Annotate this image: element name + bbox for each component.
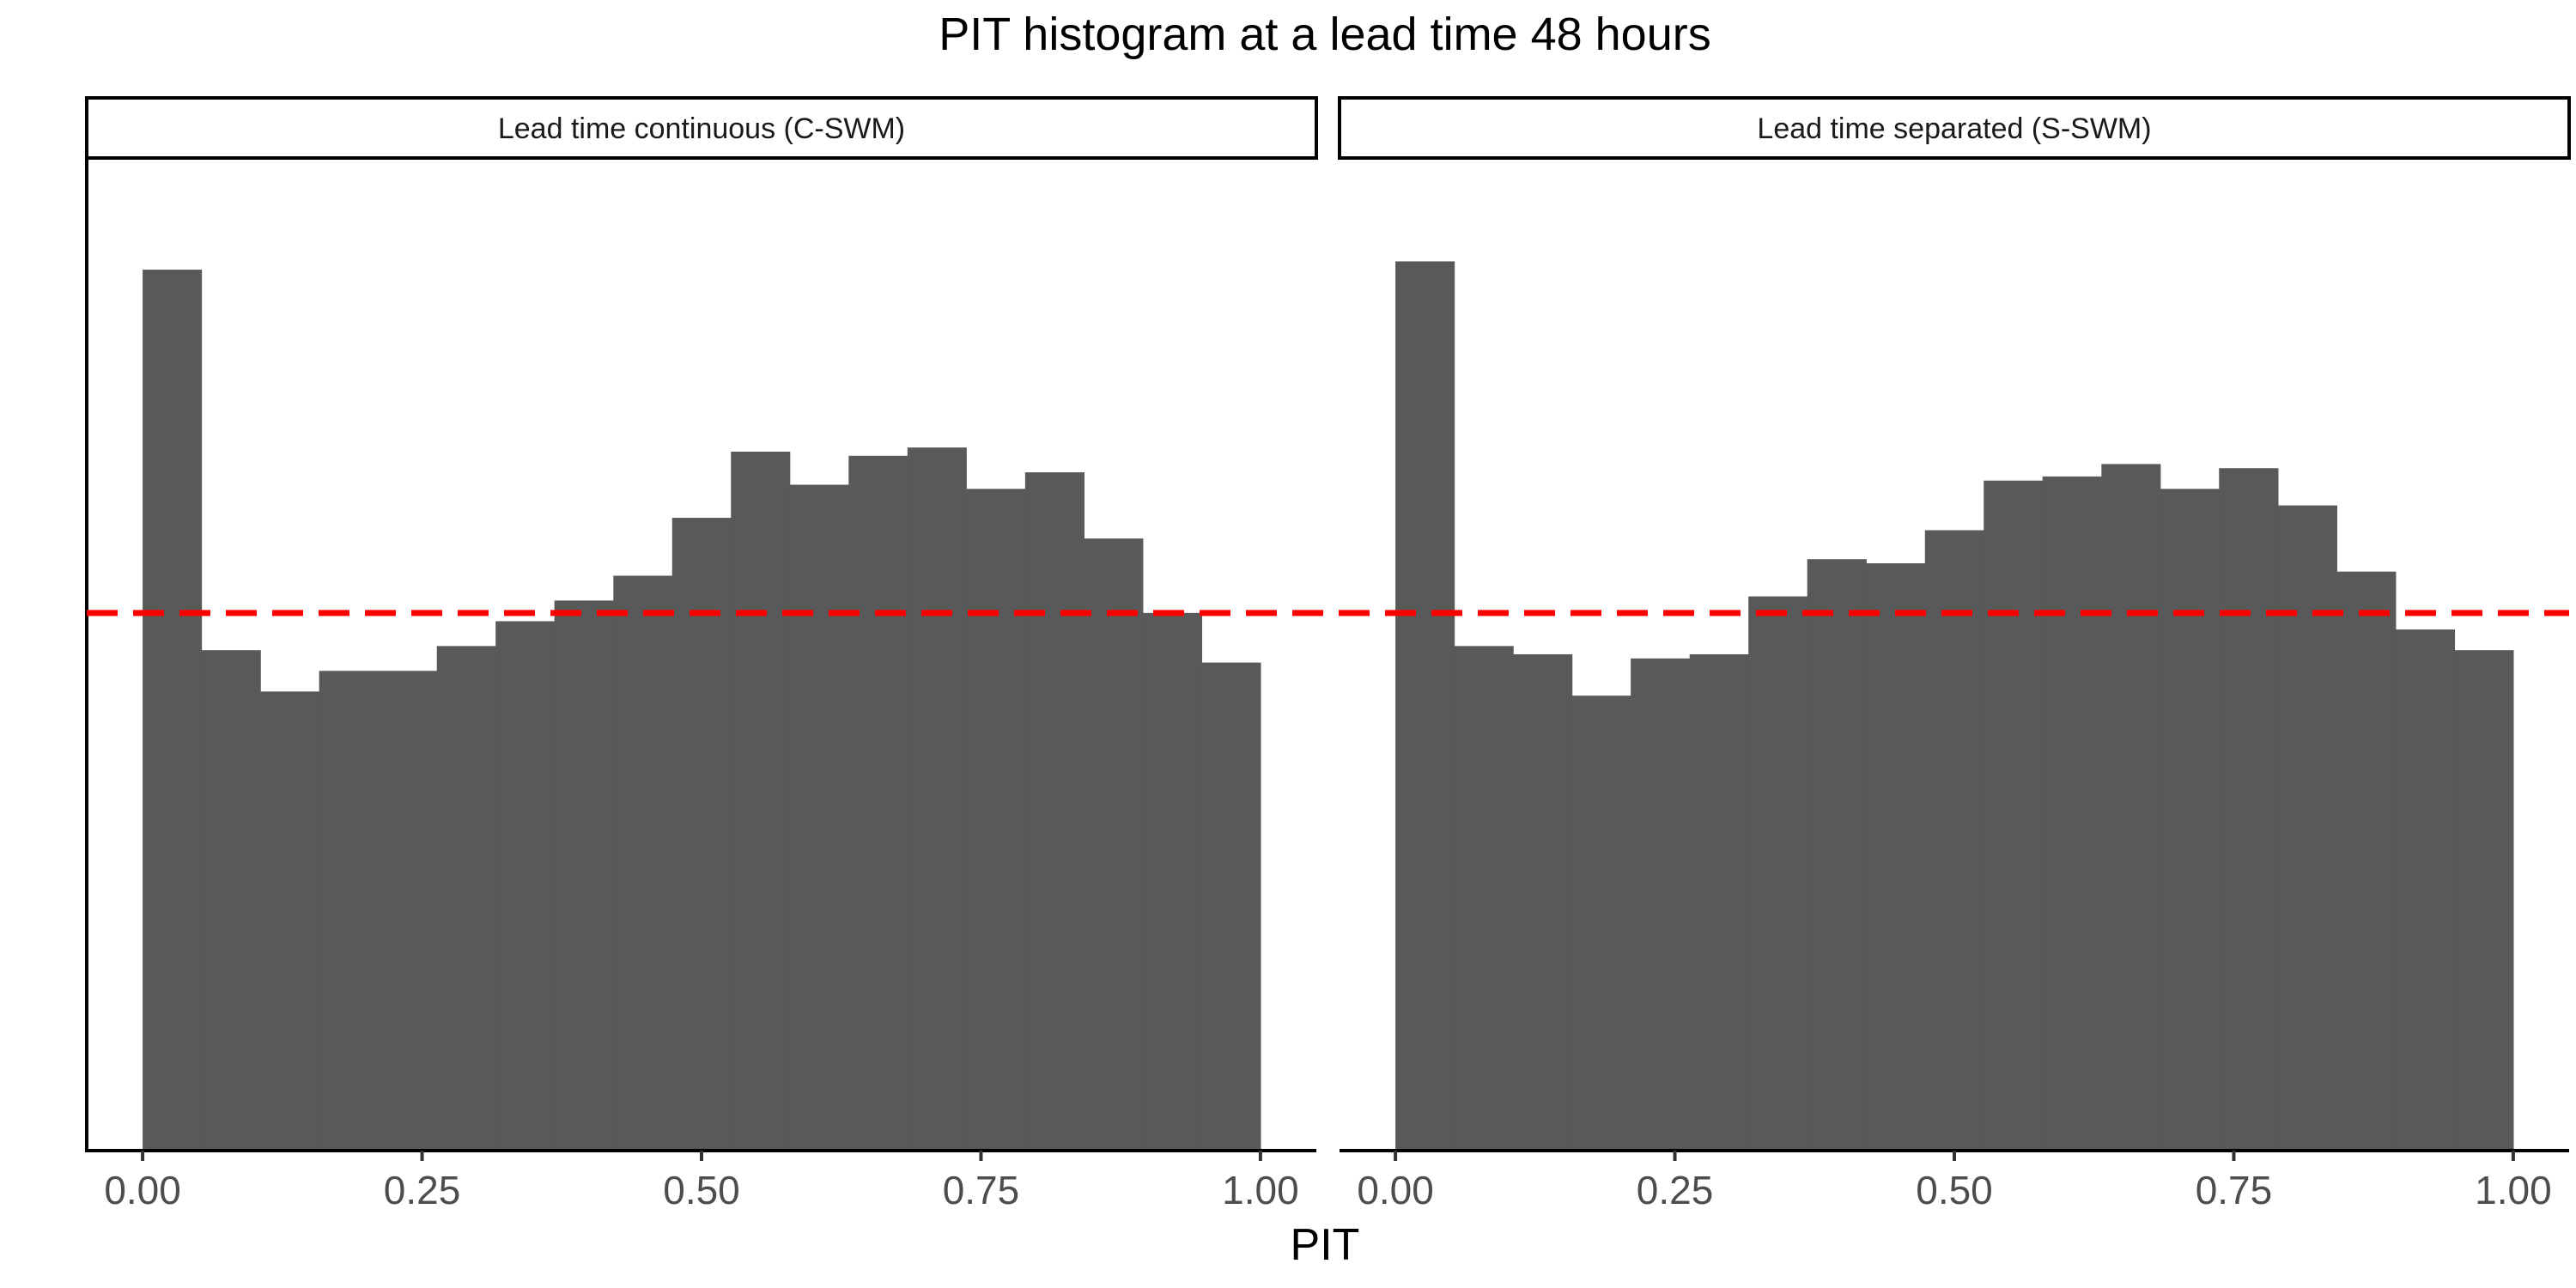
histogram-bar [378,671,438,1151]
x-tick-label: 0.25 [384,1168,461,1212]
histogram-bar [2395,629,2456,1151]
histogram-bar [1024,472,1084,1151]
histogram-bar [2454,650,2514,1151]
facet-panel-1: Lead time continuous (C-SWM) 0.00 0.25 0.50… [85,96,1318,1212]
histogram-bar [2336,571,2397,1151]
histogram-bar [2101,464,2161,1151]
x-tick-label: 1.00 [2475,1168,2552,1212]
histogram-bar [2042,476,2102,1151]
histogram-bar [1395,261,1455,1151]
histogram-bar [260,691,320,1151]
histogram-bar [1689,654,1749,1151]
facet-panels: Lead time continuous (C-SWM) 0.00 0.25 0.50… [85,96,2571,1212]
x-tick-label: 1.00 [1222,1168,1299,1212]
x-axis-label: PIT [1291,1220,1360,1270]
histogram-bar [1201,662,1261,1151]
histogram-bar [495,621,556,1151]
histogram-bar [2277,505,2337,1151]
histogram-bar [319,671,379,1151]
x-tick-label: 0.50 [663,1168,740,1212]
histogram-bar [1513,654,1573,1151]
facet-strip-label: Lead time separated (S-SWM) [1757,112,2151,145]
histogram-bar [671,518,732,1151]
facet-strip [85,96,1318,160]
x-tick-label: 0.00 [104,1168,181,1212]
chart-title: PIT histogram at a lead time 48 hours [939,9,1710,60]
facet-panel-2: Lead time separated (S-SWM) 0.00 0.25 0.50 0… [1338,96,2571,1212]
histogram-bar [789,484,849,1151]
histogram-bar [731,451,791,1151]
histogram-bar [1142,612,1203,1151]
x-tick-label: 0.50 [1916,1168,1993,1212]
histogram-bar [2219,468,2279,1151]
facet-strip-label: Lead time continuous (C-SWM) [498,112,905,145]
x-tick-label: 0.25 [1637,1168,1714,1212]
histogram-bar [1631,658,1691,1151]
histogram-bar [1984,480,2044,1151]
histogram-bar [201,650,261,1151]
histogram-bar [613,575,673,1151]
histogram-bar [1807,559,1867,1151]
x-tick-label: 0.00 [1357,1168,1434,1212]
histogram-bar [1924,530,1984,1151]
histogram-bar [436,646,496,1151]
histogram-bar [1748,596,1808,1151]
x-tick-label: 0.75 [943,1168,1020,1212]
histogram-bar [848,455,908,1151]
histogram-bar [1866,563,1926,1151]
histogram-bar [1571,696,1631,1151]
histogram-bar [1454,646,1514,1151]
histogram-bar [2160,489,2220,1151]
facet-strip [1338,96,2571,160]
histogram-bar [143,270,203,1151]
histogram-bar [554,600,614,1151]
histogram-bar [907,447,967,1151]
x-tick-label: 0.75 [2196,1168,2273,1212]
histogram-bar [966,489,1026,1151]
histogram-bar [1084,538,1144,1151]
